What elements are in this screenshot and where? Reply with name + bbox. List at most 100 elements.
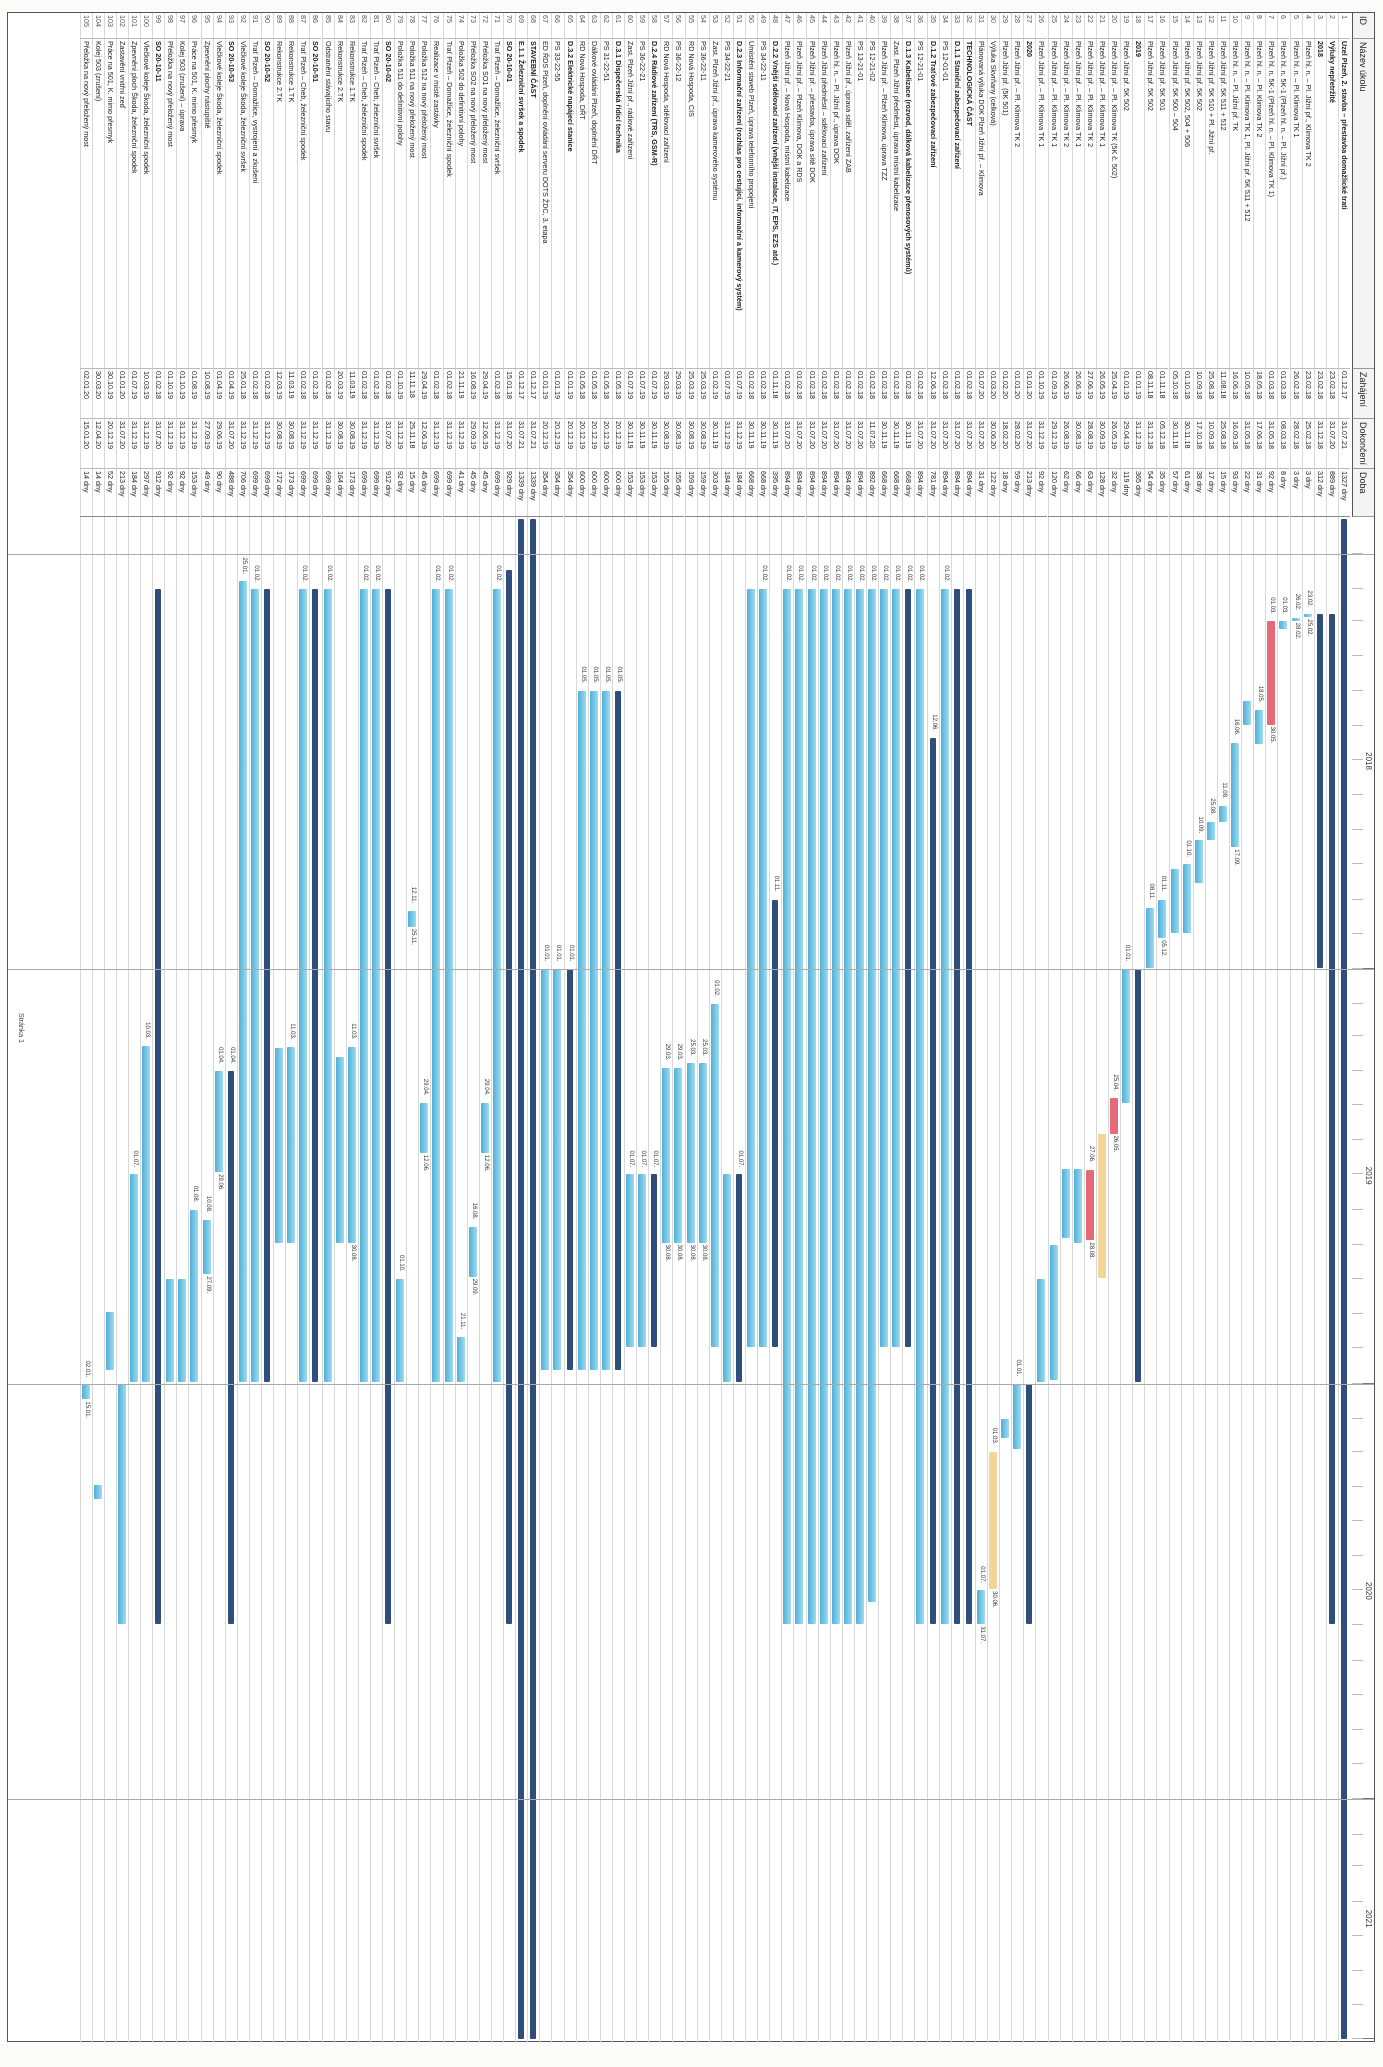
summary-bar[interactable] [929, 738, 936, 1625]
table-row[interactable]: 78 Položka 511 na nový přeložený most 11.1… [406, 13, 419, 2043]
gantt-bar[interactable] [105, 1311, 114, 1370]
table-row[interactable]: 77 Položka 512 na nový přeložený most 29.0… [418, 13, 431, 2043]
gantt-bar[interactable] [916, 589, 925, 1625]
gantt-bar[interactable] [977, 1590, 985, 1625]
gantt-bar[interactable] [831, 589, 840, 1625]
gantt-bar[interactable] [275, 1048, 284, 1243]
table-row[interactable]: 17 Plzeň Jižní př. 5K 502 08.11.18 31.12.18… [1144, 13, 1157, 2043]
table-row[interactable]: 72 Přeložka SO1 na nový přeložený most 29.… [478, 13, 491, 2043]
gantt-bar[interactable] [868, 589, 877, 1602]
table-row[interactable]: 38 Zast. Plzeň Jižní předměstí, úprava mí… [890, 13, 903, 2043]
gantt-bar[interactable] [589, 690, 598, 1370]
summary-bar[interactable] [566, 968, 573, 1370]
table-row[interactable]: 26 Plzeň Jižní př. – Pl. Klimova TK 1 01.1… [1035, 13, 1048, 2043]
gantt-bar[interactable] [1110, 1098, 1119, 1134]
gantt-bar[interactable] [626, 1174, 635, 1348]
table-row[interactable]: 84 Rekonstrukce 2.TK 20.03.19 30.08.19 164 d… [333, 13, 346, 2043]
table-row[interactable]: 105 Přeložka na nový přeložený most 02.01.… [79, 13, 92, 2043]
table-row[interactable]: 91 Trať Plzeň – Domažlice, vystrojení a z… [248, 13, 261, 2043]
table-row[interactable]: 21 Plzeň Jižní př. – Pl. Klimova TK 1 26.0… [1095, 13, 1108, 2043]
gantt-bar[interactable] [323, 589, 332, 1383]
gantt-bar[interactable] [1049, 1244, 1058, 1381]
gantt-bar[interactable] [214, 1071, 223, 1173]
summary-bar[interactable] [312, 589, 319, 1383]
table-row[interactable]: 53 Zast. Plzeň Jižní př., úprava kamerové… [708, 13, 721, 2043]
summary-bar[interactable] [1341, 519, 1347, 2039]
table-row[interactable]: 1 Uzel Plzeň, 2. stavba – přestavba domaž… [1337, 13, 1350, 2043]
table-row[interactable]: 104 Kolej 503 (zrušení) 30.03.20 12.04.20 14… [91, 13, 104, 2043]
gantt-bar[interactable] [1098, 1133, 1106, 1278]
gantt-bar[interactable] [856, 589, 864, 1625]
table-row[interactable]: 47 Plzeň Jižní př. – Nová Hospoda, místní… [781, 13, 794, 2043]
gantt-bar[interactable] [408, 910, 417, 927]
table-row[interactable]: 3 2018 23.02.18 31.12.18 312 dny [1313, 13, 1326, 2043]
gantt-bar[interactable] [638, 1174, 647, 1348]
table-row[interactable]: 93 SO 20-10-53 01.04.19 31.07.20 488 dny 01.0… [224, 13, 237, 2043]
summary-bar[interactable] [1135, 968, 1142, 1383]
table-row[interactable]: 80 SO 20-10-02 01.02.18 31.07.20 912 dny [382, 13, 395, 2043]
gantt-bar[interactable] [468, 1226, 477, 1277]
table-row[interactable]: 36 PS 12-21-01 01.02.18 31.07.20 894 dny 01.0… [914, 13, 927, 2043]
table-row[interactable]: 67 ED ŘDS Plzeň, doplnění ovládání server… [539, 13, 552, 2043]
table-row[interactable]: 83 Rekonstrukce 1.TK 11.03.19 30.08.19 173 d… [345, 13, 358, 2043]
table-row[interactable]: 22 Plzeň Jižní př. – Pl. Klimova TK 2 27.0… [1083, 13, 1096, 2043]
summary-bar[interactable] [264, 589, 271, 1383]
gantt-bar[interactable] [1170, 868, 1179, 933]
table-row[interactable]: 60 Zast. Plzeň Jižní př., rádiové zařízen… [624, 13, 637, 2043]
summary-bar[interactable] [518, 519, 525, 2039]
gantt-bar[interactable] [577, 690, 586, 1370]
table-row[interactable]: 94 Vlečkové koleje Škoda, železniční spod… [212, 13, 225, 2043]
gantt-bar[interactable] [432, 589, 441, 1383]
table-row[interactable]: 59 PS 36-22-21 01.07.19 30.11.19 153 dny 01.0… [636, 13, 649, 2043]
gantt-bar[interactable] [1267, 621, 1276, 725]
gantt-bar[interactable] [480, 1102, 489, 1153]
table-row[interactable]: 23 Plzeň Jižní př. – Pl. Klimova TK 1 26.0… [1071, 13, 1084, 2043]
gantt-bar[interactable] [117, 1383, 126, 1625]
table-row[interactable]: 58 D.2.4 Rádiové zařízení (TRS, GSM-R) 01.… [648, 13, 661, 2043]
summary-bar[interactable] [965, 589, 972, 1625]
table-row[interactable]: 89 Rekonstrukce 2.TK 12.03.19 30.08.19 172 d… [273, 13, 286, 2043]
gantt-bar[interactable] [662, 1067, 671, 1243]
table-row[interactable]: 18 2019 01.01.19 31.12.19 365 dny [1132, 13, 1145, 2043]
table-row[interactable]: 30 Výluka Skvrňany (celková) 01.03.20 30.06… [987, 13, 1000, 2043]
gantt-bar[interactable] [93, 1484, 102, 1500]
table-row[interactable]: 27 2020 01.01.20 31.07.20 213 dny [1023, 13, 1036, 2043]
table-row[interactable]: 43 Plzeň hl. n. – Pl. Jižní př., úprava D… [829, 13, 842, 2043]
table-row[interactable]: 81 Trať Plzeň – Cheb, železniční svršek 01… [369, 13, 382, 2043]
gantt-bar[interactable] [1001, 1418, 1010, 1439]
table-row[interactable]: 20 Plzeň Jižní př. – Pl. Klimova TK (5K č… [1108, 13, 1121, 2043]
gantt-bar[interactable] [989, 1451, 998, 1590]
table-row[interactable]: 19 Plzeň Jižní př. 5K 502 01.01.19 29.04.19… [1120, 13, 1133, 2043]
table-row[interactable]: 50 Umístění staveb Plzeň, úprava telefonn… [745, 13, 758, 2043]
gantt-bar[interactable] [710, 1004, 719, 1348]
table-row[interactable]: 45 Plzeň Jižní př. – přestavba, úprava sí… [805, 13, 818, 2043]
summary-bar[interactable] [227, 1071, 234, 1625]
table-row[interactable]: 103 Práce na 501, K. mimo přesmyk 30.10.19… [103, 13, 116, 2043]
table-row[interactable]: 29 Plzeň Jižní př. (5K 501) 01.02.20 18.02.… [999, 13, 1012, 2043]
summary-bar[interactable] [530, 519, 537, 2039]
gantt-bar[interactable] [142, 1046, 151, 1383]
table-row[interactable]: 12 Plzeň Jižní př. 5K 510 + Pl. Jižní př.… [1204, 13, 1217, 2043]
table-row[interactable]: 24 Plzeň Jižní př. – Pl. Klimova TK 2 26.0… [1059, 13, 1072, 2043]
summary-bar[interactable] [736, 1174, 742, 1383]
gantt-bar[interactable] [251, 589, 259, 1383]
table-row[interactable]: 101 Zpevnění ploch Škoda, železniční spod… [127, 13, 140, 2043]
gantt-bar[interactable] [722, 1174, 731, 1383]
gantt-bar[interactable] [601, 690, 610, 1370]
table-row[interactable]: 92 Vlečkové koleje Škoda, železniční svrš… [236, 13, 249, 2043]
gantt-bar[interactable] [1206, 822, 1215, 841]
table-row[interactable]: 48 D.2.2 Vnější sdělovací zařízení (vnějš… [769, 13, 782, 2043]
table-row[interactable]: 74 Položka 502 do definitivní polohy 21.11… [454, 13, 467, 2043]
summary-bar[interactable] [385, 589, 392, 1625]
summary-bar[interactable] [1026, 1383, 1033, 1625]
table-row[interactable]: 96 Práce na 501, K. mimo přesmyk 01.08.19 3… [188, 13, 201, 2043]
table-row[interactable]: 70 SO 20-10-01 15.01.18 31.07.20 929 dny [503, 13, 516, 2043]
gantt-bar[interactable] [202, 1219, 211, 1275]
table-row[interactable]: 66 PS 33-22-55 01.01.19 20.12.19 354 dny 01.0… [551, 13, 564, 2043]
table-row[interactable]: 63 Dálkové ovládání Plzeň, doplnění DŘT 01… [587, 13, 600, 2043]
summary-bar[interactable] [651, 1174, 658, 1348]
summary-bar[interactable] [772, 899, 779, 1348]
column-header-end[interactable]: Dokončení [1352, 419, 1374, 469]
table-row[interactable]: 15 Plzeň Jižní př. 5K 500 – 504 05.10.18 30… [1168, 13, 1181, 2043]
table-row[interactable]: 65 D.3.2 Elektrické napájecí stanice 01.01… [563, 13, 576, 2043]
